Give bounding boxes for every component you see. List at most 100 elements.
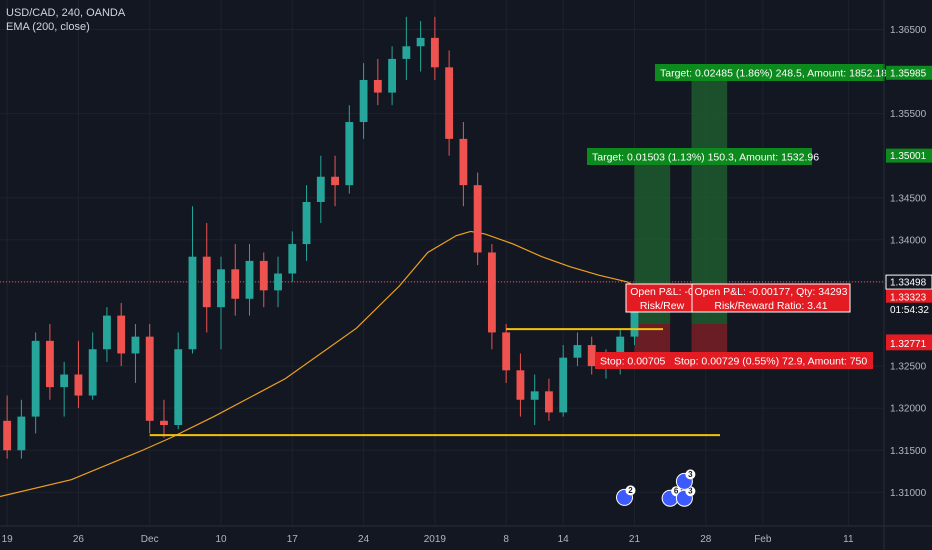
candle-body (316, 176, 325, 202)
pnl-label-back-bg (625, 283, 699, 313)
candle (231, 244, 240, 316)
event-count-badge (685, 469, 696, 480)
pnl-label-back[interactable]: Open P&L: -0 Risk/Rew (625, 283, 699, 313)
event-badges[interactable]: 2 6 3 3 (616, 469, 696, 507)
stop-label-bg (669, 352, 873, 369)
candle-body (145, 336, 154, 421)
chart-legend: USD/CAD, 240, OANDA EMA (200, close) (6, 6, 125, 34)
pnl-label-back-text: Risk/Rew (640, 300, 685, 312)
economic-event-badge[interactable]: 3 (675, 486, 696, 507)
y-tick-label: 1.31500 (890, 446, 927, 457)
pnl-label-text: Risk/Reward Ratio: 3.41 (714, 300, 827, 312)
candle (459, 122, 468, 207)
candle (388, 46, 397, 106)
candle (530, 374, 539, 426)
candle-body (373, 79, 382, 93)
x-tick-label: 21 (629, 534, 641, 545)
candle-body (274, 273, 282, 291)
indicator-label[interactable]: EMA (200, close) (6, 21, 90, 33)
candle-body (259, 260, 268, 291)
candle-body (131, 336, 140, 354)
candle (202, 223, 211, 333)
candle (502, 324, 511, 383)
stop-label-text: Stop: 0.00729 (0.55%) 72.9, Amount: 750 (674, 356, 867, 368)
target-long-label-text: Target: 0.02485 (1.86%) 248.5, Amount: 1… (660, 68, 887, 80)
stop-label-back[interactable]: Stop: 0.00705 (595, 352, 670, 369)
pnl-label[interactable]: Open P&L: -0.00177, Qty: 34293 Risk/Rewar… (691, 283, 851, 313)
economic-event-badge[interactable]: 2 (616, 485, 636, 506)
candle-body (45, 340, 54, 388)
event-count: 6 (674, 487, 679, 496)
candle-body (416, 37, 425, 47)
price-tag-bg (886, 289, 932, 304)
price-tag-bg (886, 65, 932, 80)
stop-label-back-bg (595, 352, 670, 369)
y-tick-label: 1.34000 (890, 235, 927, 246)
price-tag: 1.33498 (885, 274, 932, 290)
x-tick-label: 11 (843, 534, 854, 545)
candle (345, 105, 354, 194)
target-short-label[interactable]: Target: 0.01503 (1.13%) 150.3, Amount: 1… (587, 148, 819, 165)
candle (188, 206, 197, 354)
price-tag: 01:54:32 (886, 302, 932, 317)
y-tick-label: 1.36500 (890, 25, 927, 36)
price-tag-text: 1.32771 (890, 339, 927, 350)
x-tick-label: 26 (73, 534, 85, 545)
price-tag-bg (886, 302, 932, 317)
price-tag-bg (886, 336, 932, 351)
pnl-label-text: Open P&L: -0.00177, Qty: 34293 (695, 286, 848, 298)
candle-body (545, 391, 553, 413)
stop-label[interactable]: Stop: 0.00729 (0.55%) 72.9, Amount: 750 (669, 352, 873, 369)
price-tag: 1.32771 (886, 336, 932, 351)
candle-body (359, 79, 368, 123)
candle-body (17, 416, 26, 451)
candle-body (559, 357, 568, 413)
candle (416, 21, 425, 72)
candle (573, 332, 582, 367)
horizontal-levels[interactable] (149, 328, 721, 437)
target-short-label-text: Target: 0.01503 (1.13%) 150.3, Amount: 1… (592, 152, 819, 164)
target-zone[interactable] (691, 73, 728, 325)
candle-body (160, 420, 168, 426)
candle (402, 16, 411, 80)
economic-event-badge[interactable]: 6 (661, 486, 682, 507)
price-tag: 1.33323 (886, 289, 932, 304)
price-tag-text: 1.33323 (890, 292, 927, 303)
candle (373, 58, 382, 106)
candle-body (459, 138, 468, 186)
candle-body (616, 336, 625, 354)
symbol-title[interactable]: USD/CAD, 240, OANDA (6, 7, 126, 19)
candle-body (402, 46, 411, 59)
candle-body (331, 176, 339, 186)
y-tick-label: 1.32500 (890, 362, 927, 373)
candle (516, 353, 525, 417)
candle (74, 340, 83, 409)
price-tag-text: 1.35985 (890, 68, 927, 79)
candle-body (245, 260, 254, 299)
economic-event-badge[interactable]: 3 (675, 469, 696, 490)
price-tag-text: 1.35001 (890, 151, 927, 162)
x-tick-label: 8 (503, 534, 509, 545)
candle (88, 332, 97, 400)
y-tick-label: 1.34500 (890, 193, 927, 204)
candle-body (217, 269, 225, 308)
candle-body (573, 345, 582, 358)
candle (259, 252, 268, 308)
candle (245, 244, 254, 316)
candle-body (117, 315, 126, 354)
candle (274, 256, 282, 308)
candle (587, 336, 596, 375)
candle-body (445, 67, 454, 139)
ema-layer (0, 230, 635, 498)
candle (430, 16, 439, 80)
candle (145, 324, 154, 434)
candle (302, 185, 311, 261)
candle (487, 244, 496, 350)
candle (31, 332, 40, 434)
event-count: 3 (688, 487, 693, 496)
target-long-label[interactable]: Target: 0.02485 (1.86%) 248.5, Amount: 1… (655, 64, 887, 81)
candle-body (587, 345, 596, 367)
position-labels[interactable]: Target: 0.02485 (1.86%) 248.5, Amount: 1… (587, 64, 887, 369)
